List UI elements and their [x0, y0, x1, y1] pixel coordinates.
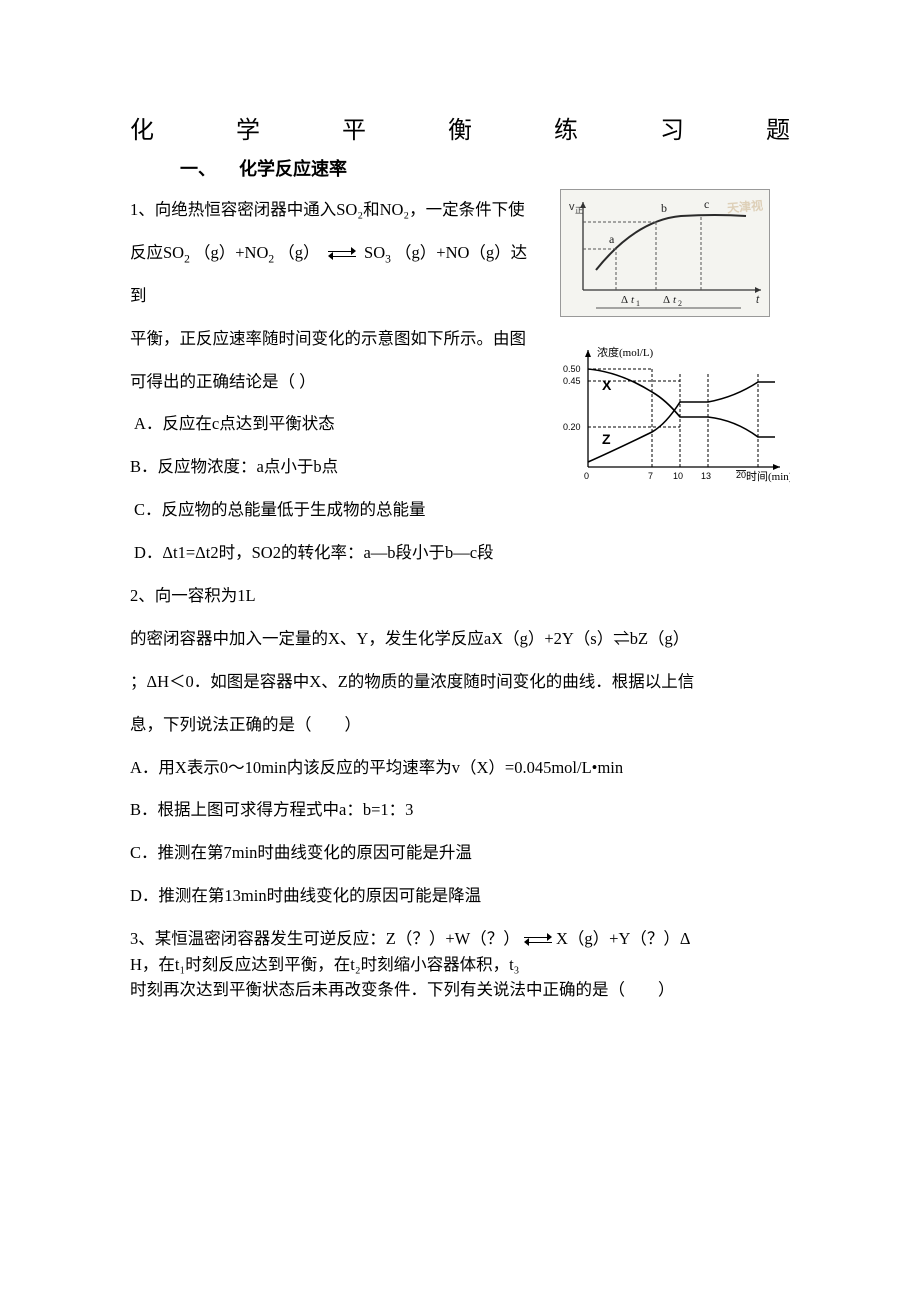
q1-optA: A．反应在c点达到平衡状态 — [130, 403, 540, 446]
equilibrium-arrow-icon — [524, 934, 552, 946]
svg-text:0: 0 — [584, 471, 589, 481]
svg-text:t: t — [673, 294, 677, 306]
watermark-text: 天津视 — [726, 196, 763, 216]
equilibrium-arrow-icon — [328, 248, 356, 260]
svg-text:7: 7 — [648, 471, 653, 481]
title-char: 习 — [660, 110, 684, 145]
q3-line1: 3、某恒温密闭容器发生可逆反应：Z（？）+W（？） X（g）+Y（？）Δ — [130, 926, 790, 952]
section-heading: 一、 化学反应速率 — [180, 155, 790, 181]
q1-optC: C．反应物的总能量低于生成物的总能量 — [130, 489, 540, 532]
q1-line3: 平衡，正反应速率随时间变化的示意图如下所示。由图 — [130, 318, 540, 361]
svg-text:正: 正 — [575, 206, 583, 215]
title-char: 题 — [766, 110, 790, 145]
svg-text:13: 13 — [701, 471, 711, 481]
svg-text:1: 1 — [636, 299, 640, 308]
figures-column: 天津视 v 正 t a b c Δ t 1 Δ — [560, 189, 790, 487]
svg-text:c: c — [704, 197, 709, 211]
svg-text:t: t — [756, 294, 760, 306]
svg-text:时间(min): 时间(min) — [746, 470, 790, 483]
figure-1: 天津视 v 正 t a b c Δ t 1 Δ — [560, 189, 770, 317]
q2-line2: 的密闭容器中加入一定量的X、Y，发生化学反应aX（g）+2Y（s）⇌bZ（g） — [130, 618, 790, 661]
section-title: 化学反应速率 — [239, 159, 347, 179]
svg-text:Δ: Δ — [663, 294, 670, 306]
svg-text:浓度(mol/L): 浓度(mol/L) — [597, 345, 654, 359]
q1-line2: 反应SO2 （g）+NO2 （g） SO3 （g）+NO（g）达到 — [130, 232, 540, 318]
q2-line1: 2、向一容积为1L — [130, 575, 790, 618]
q1-line1: 1、向绝热恒容密闭器中通入SO₂和NO₂，一定条件下使 — [130, 189, 540, 232]
q2-line3: ；ΔH＜0．如图是容器中X、Z的物质的量浓度随时间变化的曲线．根据以上信 — [130, 661, 790, 704]
svg-text:10: 10 — [673, 471, 683, 481]
svg-text:2: 2 — [678, 299, 682, 308]
svg-text:a: a — [609, 232, 615, 246]
svg-text:Z: Z — [602, 431, 611, 447]
svg-text:b: b — [661, 201, 667, 215]
section-number: 一、 — [180, 159, 216, 179]
title-char: 衡 — [448, 110, 472, 145]
svg-text:t: t — [631, 294, 635, 306]
q2-line4: 息，下列说法正确的是（ ） — [130, 704, 790, 747]
svg-text:20: 20 — [736, 470, 746, 480]
svg-text:0.20: 0.20 — [563, 422, 581, 432]
title-char: 化 — [130, 110, 154, 145]
q1-optD: D．Δt1=Δt2时，SO2的转化率：a—b段小于b—c段 — [130, 532, 540, 575]
page-title: 化 学 平 衡 练 习 题 — [130, 110, 790, 145]
q3-line2: H，在t₁时刻反应达到平衡，在t₂时刻缩小容器体积，t₃ — [130, 952, 790, 978]
q3-line3: 时刻再次达到平衡状态后未再改变条件．下列有关说法中正确的是（ ） — [130, 977, 790, 1003]
svg-text:0.50: 0.50 — [563, 364, 581, 374]
q2-optB: B．根据上图可求得方程式中a：b=1：3 — [130, 789, 790, 832]
figure-2: 浓度(mol/L) 时间(min) 0.50 0.45 0.20 0 7 10 … — [560, 342, 790, 487]
q2-optA: A．用X表示0～10min内该反应的平均速率为v（X）=0.045mol/L•m… — [130, 747, 790, 790]
title-char: 学 — [236, 110, 260, 145]
q1-line4: 可得出的正确结论是（ ） — [130, 361, 540, 404]
q2-optC: C．推测在第7min时曲线变化的原因可能是升温 — [130, 832, 790, 875]
q1-text: 1、向绝热恒容密闭器中通入SO₂和NO₂，一定条件下使 反应SO2 （g）+NO… — [130, 189, 540, 575]
svg-text:Δ: Δ — [621, 294, 628, 306]
q1-optB: B．反应物浓度：a点小于b点 — [130, 446, 540, 489]
q1-row: 1、向绝热恒容密闭器中通入SO₂和NO₂，一定条件下使 反应SO2 （g）+NO… — [130, 189, 790, 575]
title-char: 练 — [554, 110, 578, 145]
q2-optD: D．推测在第13min时曲线变化的原因可能是降温 — [130, 875, 790, 918]
svg-text:X: X — [602, 377, 612, 393]
title-char: 平 — [342, 110, 366, 145]
svg-text:0.45: 0.45 — [563, 376, 581, 386]
